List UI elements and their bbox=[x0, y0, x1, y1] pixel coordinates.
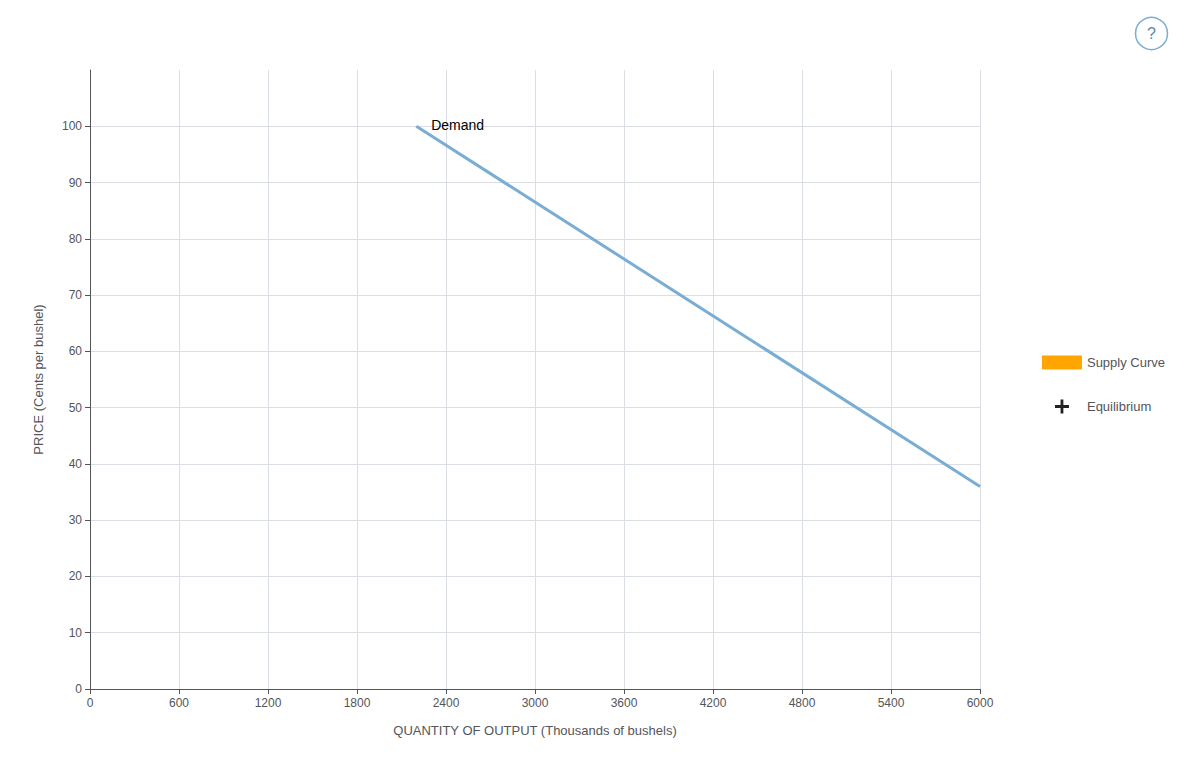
svg-text:6000: 6000 bbox=[967, 696, 994, 710]
svg-text:Demand: Demand bbox=[431, 117, 484, 133]
svg-text:100: 100 bbox=[62, 119, 82, 133]
svg-text:?: ? bbox=[1147, 25, 1156, 42]
svg-text:10: 10 bbox=[69, 626, 83, 640]
svg-text:30: 30 bbox=[69, 513, 83, 527]
svg-text:0: 0 bbox=[75, 682, 82, 696]
svg-text:80: 80 bbox=[69, 232, 83, 246]
svg-text:60: 60 bbox=[69, 344, 83, 358]
svg-text:3600: 3600 bbox=[611, 696, 638, 710]
svg-text:Supply Curve: Supply Curve bbox=[1087, 355, 1165, 370]
svg-text:90: 90 bbox=[69, 176, 83, 190]
svg-text:1200: 1200 bbox=[255, 696, 282, 710]
svg-text:5400: 5400 bbox=[878, 696, 905, 710]
svg-text:2400: 2400 bbox=[433, 696, 460, 710]
svg-text:Equilibrium: Equilibrium bbox=[1087, 399, 1151, 414]
svg-text:PRICE (Cents per bushel): PRICE (Cents per bushel) bbox=[31, 304, 46, 454]
svg-text:50: 50 bbox=[69, 401, 83, 415]
svg-text:40: 40 bbox=[69, 457, 83, 471]
svg-text:QUANTITY OF OUTPUT (Thousands: QUANTITY OF OUTPUT (Thousands of bushels… bbox=[393, 723, 676, 738]
svg-text:1800: 1800 bbox=[344, 696, 371, 710]
svg-text:0: 0 bbox=[87, 696, 94, 710]
svg-text:3000: 3000 bbox=[522, 696, 549, 710]
svg-text:70: 70 bbox=[69, 288, 83, 302]
svg-text:20: 20 bbox=[69, 569, 83, 583]
svg-text:4200: 4200 bbox=[700, 696, 727, 710]
svg-text:600: 600 bbox=[169, 696, 189, 710]
svg-text:4800: 4800 bbox=[789, 696, 816, 710]
